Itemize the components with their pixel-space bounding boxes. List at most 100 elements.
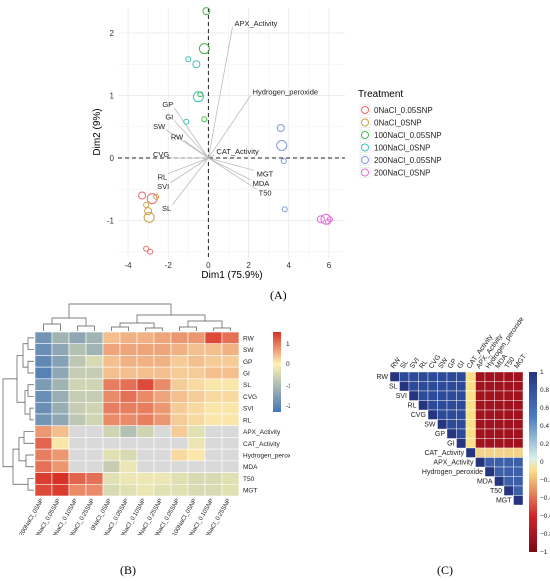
heatmap-cell: [153, 413, 172, 427]
vector-label: APX_Activity: [235, 19, 278, 28]
heatmap-cell: [34, 390, 53, 403]
correlation-row-label: MGT: [496, 498, 512, 505]
data-point: [202, 7, 211, 16]
row-label: SVI: [243, 406, 254, 413]
correlation-cell: [427, 390, 438, 401]
correlation-row-label: Hydrogen_peroxide: [422, 469, 483, 476]
loading-vector: [208, 95, 251, 159]
correlation-cell: [475, 390, 486, 401]
correlation-row-label: GP: [435, 431, 445, 438]
correlation-cell: [513, 419, 524, 430]
vector-label: T50: [259, 188, 272, 197]
heatmap-cell: [34, 355, 53, 368]
correlation-cell: [456, 419, 467, 430]
correlation-cell: [513, 495, 524, 506]
correlation-cell: [513, 466, 524, 477]
heatmap-cell: [153, 448, 172, 462]
heatmap-cell: [51, 413, 70, 427]
data-point: [192, 91, 204, 103]
heatmap-cell: [85, 378, 104, 391]
legend-key: [359, 142, 371, 153]
correlation-cell: [494, 381, 505, 392]
legend-marker: [361, 143, 369, 152]
pca-ticks: -4 -2 0 2 4 6 -1 0 1 2: [107, 29, 332, 270]
correlation-cell: [484, 438, 495, 449]
heatmap-cell: [34, 448, 53, 462]
heatmap-cell: [153, 425, 172, 438]
row-dendrogram-branch: [18, 437, 26, 462]
heatmap-cell: [204, 425, 223, 438]
heatmap-cell: [136, 448, 155, 462]
correlation-cell: [513, 485, 524, 496]
colorbar-tick: 1: [286, 341, 290, 348]
colorbar-tick: −0.6: [540, 513, 550, 520]
heatmap-cell: [136, 331, 155, 345]
legend-key: [359, 167, 371, 178]
correlation-cell: [494, 476, 505, 487]
correlation-cell: [465, 447, 476, 458]
heatmap-cell: [187, 413, 206, 427]
correlation-row-label: RW: [376, 374, 388, 381]
clustered-heatmap: RW SW GP GI SL CVG SVI RL APX_Activity CAT_Activi…: [2, 303, 290, 535]
data-point: [144, 207, 153, 216]
heatmap-cell: [119, 401, 138, 415]
heatmap-cell: [204, 472, 223, 485]
heatmap-cell: [136, 437, 155, 450]
vector-label: RW: [171, 133, 184, 142]
correlation-cell: [484, 428, 495, 439]
heatmap-cell: [221, 460, 240, 473]
heatmap-cell: [204, 378, 223, 391]
column-dendrogram-branch: [68, 303, 172, 318]
heatmap-cell: [34, 460, 53, 473]
correlation-cell: [465, 409, 476, 420]
correlation-column-label: RL: [418, 359, 429, 370]
correlation-row-label: APX_Activity: [433, 460, 474, 467]
correlation-cell: [446, 419, 457, 430]
legend-title: Treatment: [358, 89, 403, 100]
heatmap-cell: [34, 483, 53, 497]
colorbar-tick: 0.8: [540, 387, 549, 394]
loading-vector: [184, 140, 209, 159]
loading-vector: [208, 154, 215, 159]
heatmap-cell: [34, 378, 53, 391]
colorbar-tick: -1: [286, 383, 290, 390]
heatmap-cell: [204, 437, 223, 450]
legend-label: 100NaCl_0.05SNP: [374, 131, 442, 140]
correlation-cell: [446, 409, 457, 420]
row-label: GI: [243, 371, 250, 378]
heatmap-cell: [204, 448, 223, 462]
heatmap-cell: [170, 343, 189, 356]
loading-vector: [173, 107, 209, 159]
heatmap-cell: [102, 378, 121, 391]
heatmap-cell: [153, 366, 172, 380]
heatmap-cell: [221, 378, 240, 391]
heatmap-cell: [221, 355, 240, 368]
heatmap-cell: [85, 343, 104, 356]
correlation-cell: [484, 381, 495, 392]
data-point: [198, 43, 210, 55]
correlation-cell: [399, 371, 410, 382]
colorbar-tick: −0.4: [540, 495, 550, 502]
correlation-cell: [418, 371, 429, 382]
row-dendrogram-branch: [2, 378, 17, 468]
row-label: CVG: [243, 394, 257, 401]
correlation-row-label: MDA: [477, 479, 493, 486]
correlation-row-label: CAT_Activity: [424, 450, 464, 457]
heatmap-cell: [68, 390, 87, 403]
correlation-row-label: RL: [408, 403, 417, 410]
heatmap-row-labels: RW SW GP GI SL CVG SVI RL APX_Activity CAT_Activi…: [243, 335, 290, 494]
correlation-cell: [465, 419, 476, 430]
correlation-cell: [503, 409, 514, 420]
heatmap-cell: [136, 460, 155, 473]
legend-label: 0NaCl_0.05SNP: [374, 106, 433, 115]
heatmap-cell: [187, 366, 206, 380]
legend-key: [359, 117, 371, 128]
legend-marker: [361, 131, 369, 139]
heatmap-cell: [51, 425, 70, 438]
correlation-cell: [437, 371, 448, 382]
column-dendrogram-branch: [111, 326, 129, 331]
column-dendrogram-branch: [145, 327, 163, 331]
correlation-column-label: MGT: [513, 353, 528, 370]
heatmap-cell: [119, 472, 138, 485]
data-point: [276, 140, 288, 151]
